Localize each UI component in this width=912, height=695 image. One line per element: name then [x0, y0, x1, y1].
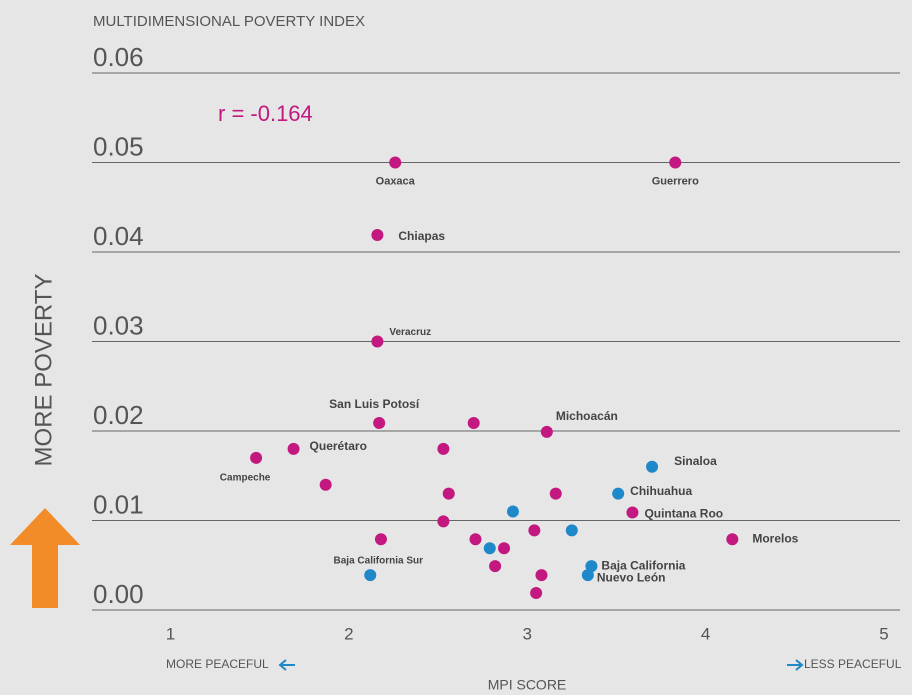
point — [565, 524, 578, 537]
point — [364, 569, 377, 582]
x-right-note: LESS PEACEFUL — [804, 657, 902, 671]
point-label: Morelos — [752, 531, 798, 545]
point — [626, 506, 639, 519]
x-tick-label: 4 — [701, 624, 710, 643]
point-label: Nuevo León — [597, 570, 666, 584]
point-label: Campeche — [220, 472, 271, 483]
point — [540, 425, 553, 438]
point-label: Quintana Roo — [644, 507, 723, 521]
point — [535, 569, 548, 582]
point — [530, 586, 543, 599]
point-label: Sinaloa — [674, 454, 717, 468]
point — [287, 442, 300, 455]
y-tick-label: 0.01 — [93, 489, 144, 519]
y-axis-label: MORE POVERTY — [30, 274, 57, 467]
point-label: San Luis Potosí — [329, 397, 420, 411]
point-label: Chiapas — [398, 229, 445, 243]
point-label: Oaxaca — [376, 175, 416, 187]
point — [250, 451, 263, 464]
point — [581, 569, 594, 582]
point-label: Veracruz — [389, 327, 431, 338]
point — [489, 560, 502, 573]
y-tick-label: 0.02 — [93, 400, 144, 430]
point — [442, 487, 455, 500]
point — [467, 416, 480, 429]
point-label: Guerrero — [652, 175, 699, 187]
right-arrow — [787, 659, 804, 671]
point — [669, 156, 682, 169]
y-tick-label: 0.05 — [93, 131, 144, 161]
x-tick-label: 1 — [166, 624, 175, 643]
point — [371, 228, 384, 241]
point — [374, 533, 387, 546]
point-label: Baja California — [601, 558, 685, 572]
up-arrow — [10, 508, 80, 608]
point-label: Chihuahua — [630, 484, 692, 498]
point — [506, 505, 519, 518]
point — [437, 442, 450, 455]
left-arrow — [278, 659, 295, 671]
x-tick-label: 3 — [522, 624, 531, 643]
chart-title: MULTIDIMENSIONAL POVERTY INDEX — [93, 13, 365, 30]
y-tick-label: 0.00 — [93, 579, 144, 609]
point — [528, 524, 541, 537]
point — [371, 335, 384, 348]
point — [646, 460, 659, 473]
y-tick-label: 0.06 — [93, 42, 144, 72]
point — [469, 533, 482, 546]
point — [437, 515, 450, 528]
y-tick-label: 0.04 — [93, 221, 144, 251]
point — [498, 542, 511, 555]
point — [483, 542, 496, 555]
point — [726, 533, 739, 546]
x-axis-label: MPI SCORE — [488, 677, 567, 693]
point — [319, 478, 332, 491]
point-label: Baja California Sur — [334, 556, 424, 567]
x-tick-label: 5 — [879, 624, 888, 643]
x-left-note: MORE PEACEFUL — [166, 657, 269, 671]
point — [549, 487, 562, 500]
point — [612, 487, 625, 500]
point-label: Michoacán — [556, 409, 618, 423]
point-label: Querétaro — [310, 439, 367, 453]
point — [373, 416, 386, 429]
y-tick-label: 0.03 — [93, 310, 144, 340]
annotation: r = -0.164 — [218, 101, 313, 126]
x-tick-label: 2 — [344, 624, 353, 643]
point — [389, 156, 402, 169]
